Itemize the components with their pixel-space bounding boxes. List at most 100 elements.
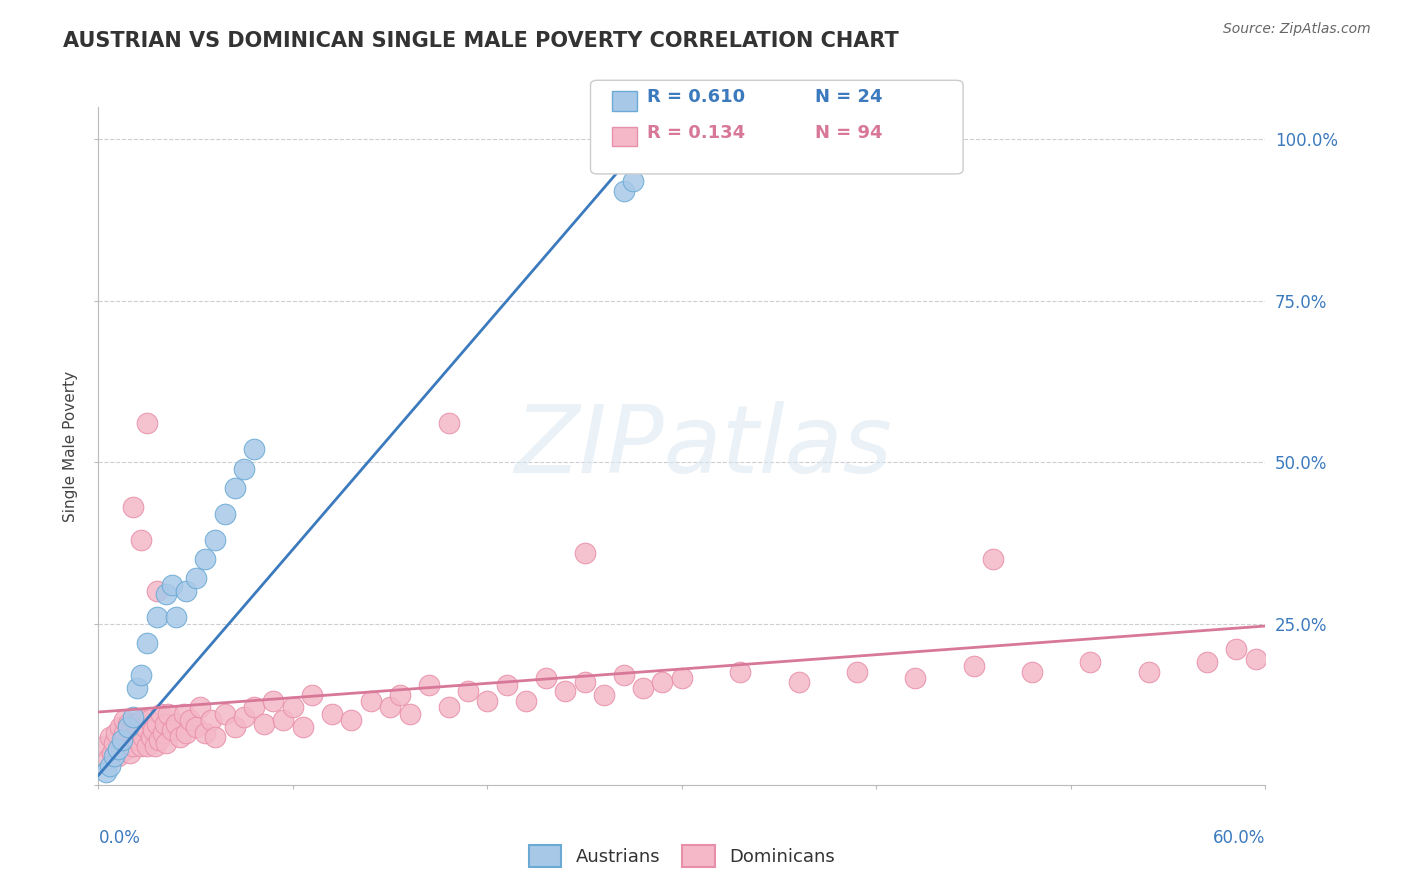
Point	[224, 720, 246, 734]
Point	[515, 694, 537, 708]
Point	[437, 700, 460, 714]
Text: ZIPatlas: ZIPatlas	[515, 401, 891, 491]
Point	[111, 739, 134, 754]
Point	[104, 726, 127, 740]
Point	[651, 674, 673, 689]
Point	[184, 720, 207, 734]
Point	[134, 720, 156, 734]
Point	[118, 746, 141, 760]
Text: R = 0.610: R = 0.610	[647, 88, 745, 106]
Point	[129, 714, 152, 728]
Point	[143, 739, 166, 754]
Point	[149, 706, 172, 721]
Point	[1021, 665, 1043, 679]
Point	[98, 730, 121, 744]
Point	[904, 672, 927, 686]
Point	[477, 694, 499, 708]
Point	[184, 571, 207, 585]
Point	[132, 730, 155, 744]
Point	[787, 674, 810, 689]
Point	[281, 700, 304, 714]
Text: Source: ZipAtlas.com: Source: ZipAtlas.com	[1223, 22, 1371, 37]
Point	[103, 748, 125, 763]
Point	[981, 552, 1004, 566]
Point	[321, 706, 343, 721]
Point	[173, 706, 195, 721]
Point	[146, 584, 169, 599]
Text: N = 24: N = 24	[815, 88, 883, 106]
Point	[846, 665, 869, 679]
Point	[107, 748, 129, 763]
Point	[243, 700, 266, 714]
Point	[962, 658, 984, 673]
Point	[153, 716, 176, 731]
Point	[129, 533, 152, 547]
Point	[169, 730, 191, 744]
Point	[194, 552, 217, 566]
Point	[437, 417, 460, 431]
Point	[114, 742, 136, 756]
Point	[613, 184, 636, 198]
Point	[128, 723, 150, 737]
Point	[204, 730, 226, 744]
Legend: Austrians, Dominicans: Austrians, Dominicans	[522, 838, 842, 874]
Point	[233, 461, 256, 475]
Point	[613, 668, 636, 682]
Point	[98, 758, 121, 772]
Point	[1244, 652, 1267, 666]
Text: 60.0%: 60.0%	[1213, 829, 1265, 847]
Text: AUSTRIAN VS DOMINICAN SINGLE MALE POVERTY CORRELATION CHART: AUSTRIAN VS DOMINICAN SINGLE MALE POVERT…	[63, 31, 898, 51]
Point	[136, 417, 159, 431]
Point	[129, 668, 152, 682]
Point	[155, 736, 177, 750]
Point	[124, 716, 146, 731]
Point	[129, 739, 152, 754]
Point	[194, 726, 217, 740]
Point	[1137, 665, 1160, 679]
Point	[93, 739, 115, 754]
Point	[495, 678, 517, 692]
Point	[152, 726, 174, 740]
Point	[233, 710, 256, 724]
Point	[157, 706, 180, 721]
Point	[388, 688, 411, 702]
Point	[214, 706, 236, 721]
Text: R = 0.134: R = 0.134	[647, 124, 745, 142]
Point	[146, 610, 169, 624]
Point	[1225, 642, 1247, 657]
Point	[122, 500, 145, 515]
Point	[96, 765, 118, 780]
Point	[112, 726, 135, 740]
Point	[253, 716, 276, 731]
Text: N = 94: N = 94	[815, 124, 883, 142]
Point	[360, 694, 382, 708]
Point	[188, 700, 211, 714]
Point	[179, 714, 201, 728]
Point	[142, 723, 165, 737]
Point	[340, 714, 363, 728]
Point	[301, 688, 323, 702]
Point	[165, 610, 187, 624]
Point	[165, 716, 187, 731]
Point	[534, 672, 557, 686]
Point	[457, 684, 479, 698]
Point	[398, 706, 420, 721]
Point	[127, 732, 149, 747]
Point	[146, 716, 169, 731]
Point	[148, 732, 170, 747]
Point	[224, 481, 246, 495]
Point	[174, 584, 197, 599]
Point	[108, 720, 131, 734]
Point	[112, 714, 135, 728]
Point	[122, 710, 145, 724]
Point	[136, 739, 159, 754]
Point	[1080, 655, 1102, 669]
Point	[621, 174, 644, 188]
Point	[138, 714, 160, 728]
Point	[117, 720, 139, 734]
Point	[136, 636, 159, 650]
Point	[200, 714, 222, 728]
Point	[214, 507, 236, 521]
Point	[574, 674, 596, 689]
Point	[271, 714, 294, 728]
